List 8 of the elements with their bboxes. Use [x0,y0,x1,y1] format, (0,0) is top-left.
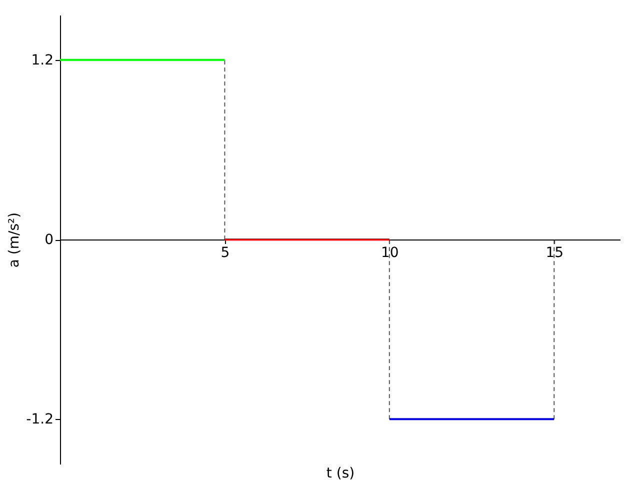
y-tick-label: -1.2 [26,412,54,428]
x-tick-label: 5 [220,245,230,261]
y-tick-label: 1.2 [31,52,54,68]
y-axis-title: a (m/s²) [6,212,22,268]
y-tick-label: 0 [44,232,54,248]
x-axis-title: t (s) [326,466,355,480]
x-tick-label: 15 [546,245,564,261]
x-tick-label: 10 [381,245,399,261]
